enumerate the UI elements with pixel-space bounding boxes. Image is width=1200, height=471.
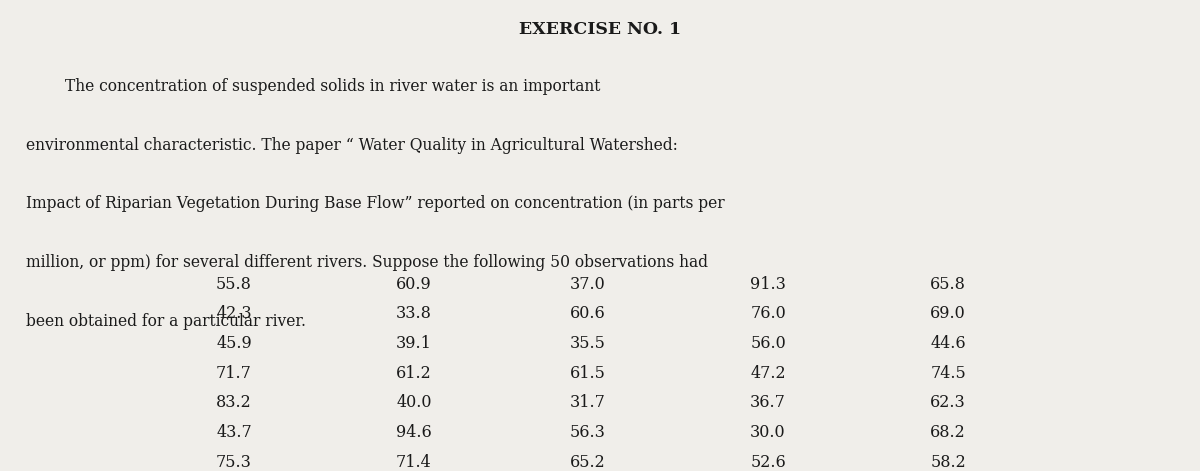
Text: 83.2: 83.2 [216,394,252,411]
Text: environmental characteristic. The paper “ Water Quality in Agricultural Watershe: environmental characteristic. The paper … [26,137,678,154]
Text: 94.6: 94.6 [396,424,432,441]
Text: 65.8: 65.8 [930,276,966,292]
Text: 47.2: 47.2 [750,365,786,382]
Text: 68.2: 68.2 [930,424,966,441]
Text: 61.2: 61.2 [396,365,432,382]
Text: The concentration of suspended solids in river water is an important: The concentration of suspended solids in… [26,78,601,95]
Text: 58.2: 58.2 [930,454,966,471]
Text: 45.9: 45.9 [216,335,252,352]
Text: 30.0: 30.0 [750,424,786,441]
Text: 43.7: 43.7 [216,424,252,441]
Text: 37.0: 37.0 [570,276,606,292]
Text: 56.0: 56.0 [750,335,786,352]
Text: 39.1: 39.1 [396,335,432,352]
Text: 60.9: 60.9 [396,276,432,292]
Text: 65.2: 65.2 [570,454,606,471]
Text: 75.3: 75.3 [216,454,252,471]
Text: 33.8: 33.8 [396,305,432,322]
Text: 91.3: 91.3 [750,276,786,292]
Text: 36.7: 36.7 [750,394,786,411]
Text: 60.6: 60.6 [570,305,606,322]
Text: 62.3: 62.3 [930,394,966,411]
Text: Impact of Riparian Vegetation During Base Flow” reported on concentration (in pa: Impact of Riparian Vegetation During Bas… [26,195,725,212]
Text: 71.4: 71.4 [396,454,432,471]
Text: 42.3: 42.3 [216,305,252,322]
Text: 71.7: 71.7 [216,365,252,382]
Text: EXERCISE NO. 1: EXERCISE NO. 1 [518,21,682,38]
Text: 56.3: 56.3 [570,424,606,441]
Text: 74.5: 74.5 [930,365,966,382]
Text: million, or ppm) for several different rivers. Suppose the following 50 observat: million, or ppm) for several different r… [26,254,708,271]
Text: 35.5: 35.5 [570,335,606,352]
Text: 44.6: 44.6 [930,335,966,352]
Text: 40.0: 40.0 [396,394,432,411]
Text: 52.6: 52.6 [750,454,786,471]
Text: 76.0: 76.0 [750,305,786,322]
Text: 31.7: 31.7 [570,394,606,411]
Text: been obtained for a particular river.: been obtained for a particular river. [26,313,306,330]
Text: 55.8: 55.8 [216,276,252,292]
Text: 61.5: 61.5 [570,365,606,382]
Text: 69.0: 69.0 [930,305,966,322]
